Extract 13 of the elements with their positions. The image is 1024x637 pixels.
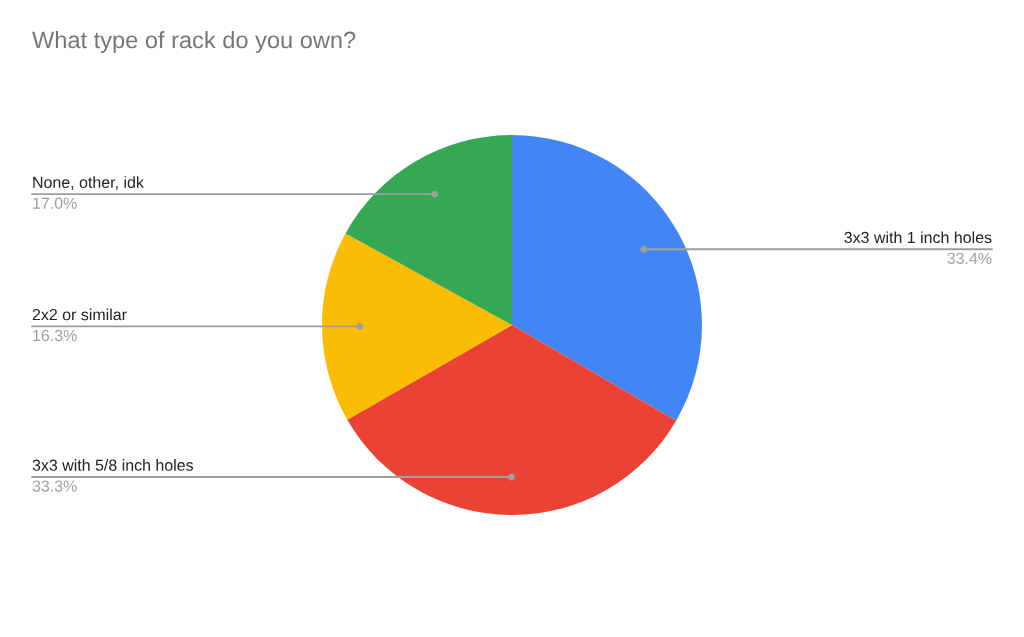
- data-label: 17.0%: [33, 197, 77, 209]
- data-label: 33.3%: [32, 480, 77, 492]
- pie-slice: [322, 233, 512, 420]
- slice-label: 2x2 or similar: [32, 308, 127, 321]
- pie-slice: [512, 135, 702, 421]
- slice-label: 3x3 with 5/8 inch holes: [32, 459, 194, 471]
- pie-slice: [347, 325, 677, 515]
- data-label: 33.4%: [947, 252, 992, 265]
- chart-title: What type of rack do you own?: [32, 31, 356, 53]
- slice-label: 3x3 with 1 inch holes: [844, 231, 992, 244]
- data-label: 16.3%: [33, 329, 77, 342]
- pie-slice: [345, 135, 512, 325]
- slice-label: None, other, idk: [33, 176, 144, 190]
